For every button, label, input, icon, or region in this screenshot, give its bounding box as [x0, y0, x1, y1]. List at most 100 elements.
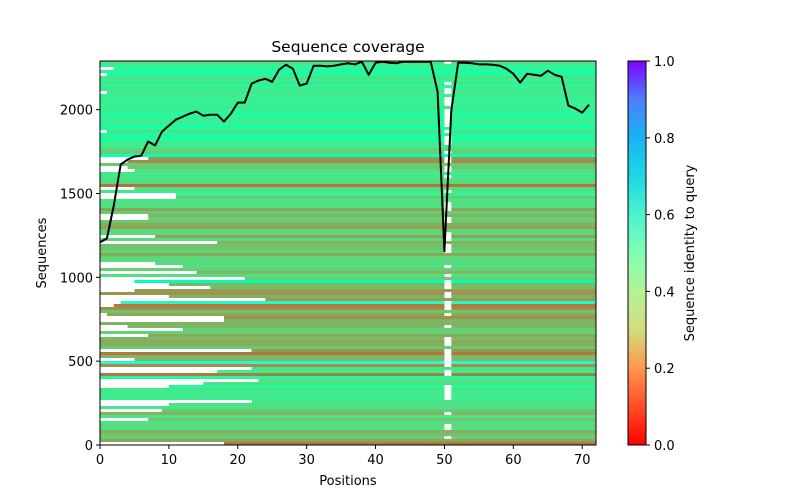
gap-cell [444, 232, 452, 235]
heatmap-row [244, 277, 596, 280]
heatmap-row [175, 193, 596, 196]
heatmap-row [100, 94, 596, 97]
gap-cell [444, 352, 452, 355]
gap-cell [444, 358, 452, 361]
x-tick-label: 40 [367, 453, 384, 468]
heatmap-row [100, 112, 596, 115]
gap-cell [444, 136, 452, 139]
heatmap-row [168, 283, 596, 286]
heatmap-row [100, 106, 596, 109]
heatmap-row [100, 163, 596, 166]
gap-cell [444, 394, 452, 397]
heatmap-row [100, 220, 596, 223]
heatmap-row [100, 307, 596, 310]
x-tick-label: 50 [436, 453, 453, 468]
heatmap-row [168, 295, 596, 298]
heatmap-row [100, 76, 596, 79]
x-tick-label: 10 [161, 453, 178, 468]
heatmap-row [217, 241, 596, 244]
heatmap-row [100, 238, 596, 241]
heatmap-row [100, 199, 596, 202]
heatmap-row [100, 424, 596, 427]
heatmap-row [148, 217, 596, 220]
heatmap-row [134, 358, 596, 361]
gap-cell [444, 265, 452, 268]
heatmap-row [251, 400, 596, 403]
heatmap-row [100, 100, 596, 103]
heatmap-row [168, 403, 596, 406]
x-tick-label: 30 [298, 453, 315, 468]
heatmap-row [210, 286, 596, 289]
y-tick-label: 1500 [60, 187, 93, 202]
gap-cell [444, 82, 452, 85]
heatmap-row [155, 235, 596, 238]
heatmap-row [100, 151, 596, 154]
gap-cell [444, 202, 452, 205]
heatmap-row [148, 157, 596, 160]
heatmap-row [100, 421, 596, 424]
heatmap-row [155, 262, 596, 265]
heatmap-row [100, 145, 596, 148]
heatmap-row [100, 433, 596, 436]
gap-cell [444, 397, 452, 400]
x-axis-label: Positions [319, 474, 377, 489]
gap-cell [444, 340, 452, 343]
gap-cell [444, 208, 452, 211]
gap-cell [444, 364, 452, 367]
colorbar-tick-label: 0.6 [654, 209, 675, 224]
heatmap-row [168, 385, 596, 388]
heatmap-row [148, 214, 596, 217]
heatmap-row [100, 322, 596, 325]
gap-cell [444, 337, 452, 340]
colorbar [627, 60, 647, 446]
heatmap-row [100, 394, 596, 397]
heatmap-row [134, 280, 596, 283]
heatmap-row [100, 190, 596, 193]
heatmap-row [100, 310, 596, 313]
gap-cell [444, 91, 452, 94]
plot-frame [99, 60, 597, 446]
heatmap-row [100, 352, 596, 355]
gap-cell [444, 370, 452, 373]
gap-cell [444, 304, 452, 307]
gap-cell [444, 325, 452, 328]
heatmap-row [100, 124, 596, 127]
heatmap-row [113, 304, 596, 307]
heatmap-row [100, 97, 596, 100]
heatmap-row [224, 442, 596, 445]
colorbar-tick-label: 0.0 [654, 439, 675, 454]
heatmap-row [127, 325, 596, 328]
heatmap-row [100, 139, 596, 142]
gap-cell [444, 103, 452, 106]
heatmap-row [100, 376, 596, 379]
heatmap-row [224, 319, 596, 322]
heatmap-row [100, 361, 596, 364]
heatmap-row [175, 196, 596, 199]
gap-cell [444, 280, 452, 283]
heatmap-row [100, 436, 596, 439]
gap-cell [444, 301, 452, 304]
heatmap-row [100, 85, 596, 88]
heatmap-row [100, 133, 596, 136]
heatmap-row [100, 184, 596, 187]
gap-cell [444, 388, 452, 391]
gap-cell [444, 349, 452, 352]
heatmap-row [100, 268, 596, 271]
heatmap-row [100, 364, 596, 367]
heatmap-row [106, 73, 596, 76]
heatmap-row [100, 430, 596, 433]
heatmap-row [100, 256, 596, 259]
gap-cell [444, 151, 452, 154]
y-axis: 0 500 1000 1500 2000 [60, 104, 100, 454]
gap-cell [444, 121, 452, 124]
heatmap-row [100, 388, 596, 391]
gap-cell [444, 292, 452, 295]
y-tick-label: 2000 [60, 104, 93, 119]
heatmap-row [100, 397, 596, 400]
gap-cell [444, 343, 452, 346]
y-tick-label: 1000 [60, 271, 93, 286]
heatmap-row [182, 328, 596, 331]
heatmap-row [100, 223, 596, 226]
gap-cell [444, 412, 452, 415]
heatmap-row [100, 88, 596, 91]
